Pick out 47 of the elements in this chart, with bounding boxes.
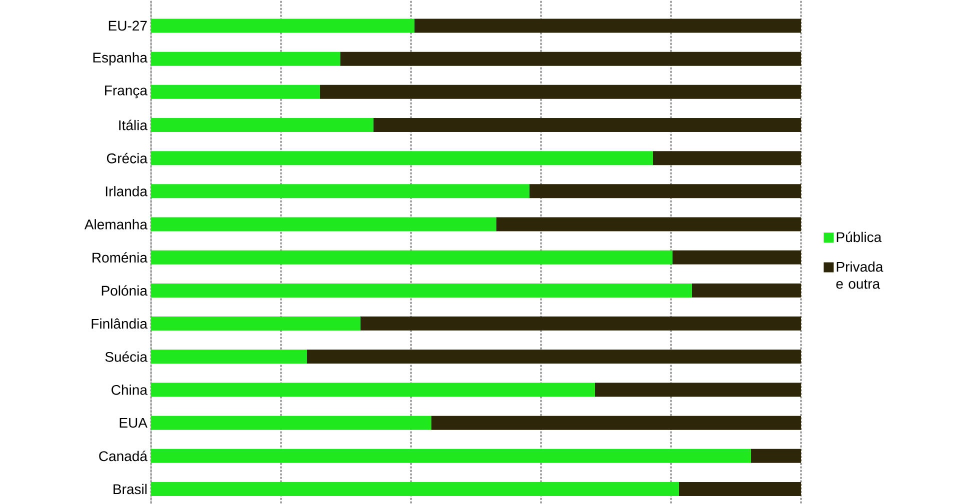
y-tick-label: Irlanda (106, 186, 148, 196)
y-tick-label: Alemanha (84, 219, 148, 230)
y-tick-label: Finlândia (92, 318, 148, 329)
y-tick-label: Grécia (106, 152, 148, 164)
bar (340, 52, 802, 66)
bar (360, 316, 802, 331)
y-tick-label: Roménia (92, 252, 148, 263)
bar (151, 283, 692, 298)
bar (672, 250, 802, 264)
bar (373, 118, 802, 132)
y-tick-label: França (105, 86, 148, 98)
bar (151, 316, 360, 331)
bar (151, 448, 751, 463)
y-tick-label: Canadá (99, 450, 148, 462)
bar (414, 18, 802, 33)
bar (678, 482, 802, 496)
y-tick-label: Brasil (114, 484, 147, 494)
bar (151, 84, 320, 99)
bar (594, 382, 802, 397)
y-tick-label: EUA (120, 418, 148, 428)
bar (151, 250, 672, 264)
bar (151, 184, 530, 198)
bar (750, 448, 802, 463)
y-tick-label: Suécia (105, 351, 148, 362)
legend-label: Pública (836, 232, 882, 242)
y-tick-label: China (112, 384, 148, 395)
y-tick-label: Espanha (93, 52, 148, 66)
bar (529, 184, 802, 198)
bar (151, 482, 679, 496)
bar (151, 217, 496, 232)
bar (151, 151, 653, 166)
bar (151, 18, 414, 33)
bar (151, 118, 374, 132)
bar (151, 416, 432, 430)
bar (496, 217, 802, 232)
y-tick-label: EU-27 (108, 20, 147, 31)
bar (652, 151, 802, 166)
bar (692, 283, 802, 298)
bar (307, 350, 802, 364)
legend-label: Privada e outra (836, 261, 884, 289)
bar (151, 52, 340, 66)
bar (431, 416, 802, 430)
bar (151, 350, 308, 364)
bar (320, 84, 802, 99)
y-tick-label: Polónia (102, 285, 148, 296)
bar (151, 382, 595, 397)
y-tick-label: Itália (119, 120, 148, 130)
